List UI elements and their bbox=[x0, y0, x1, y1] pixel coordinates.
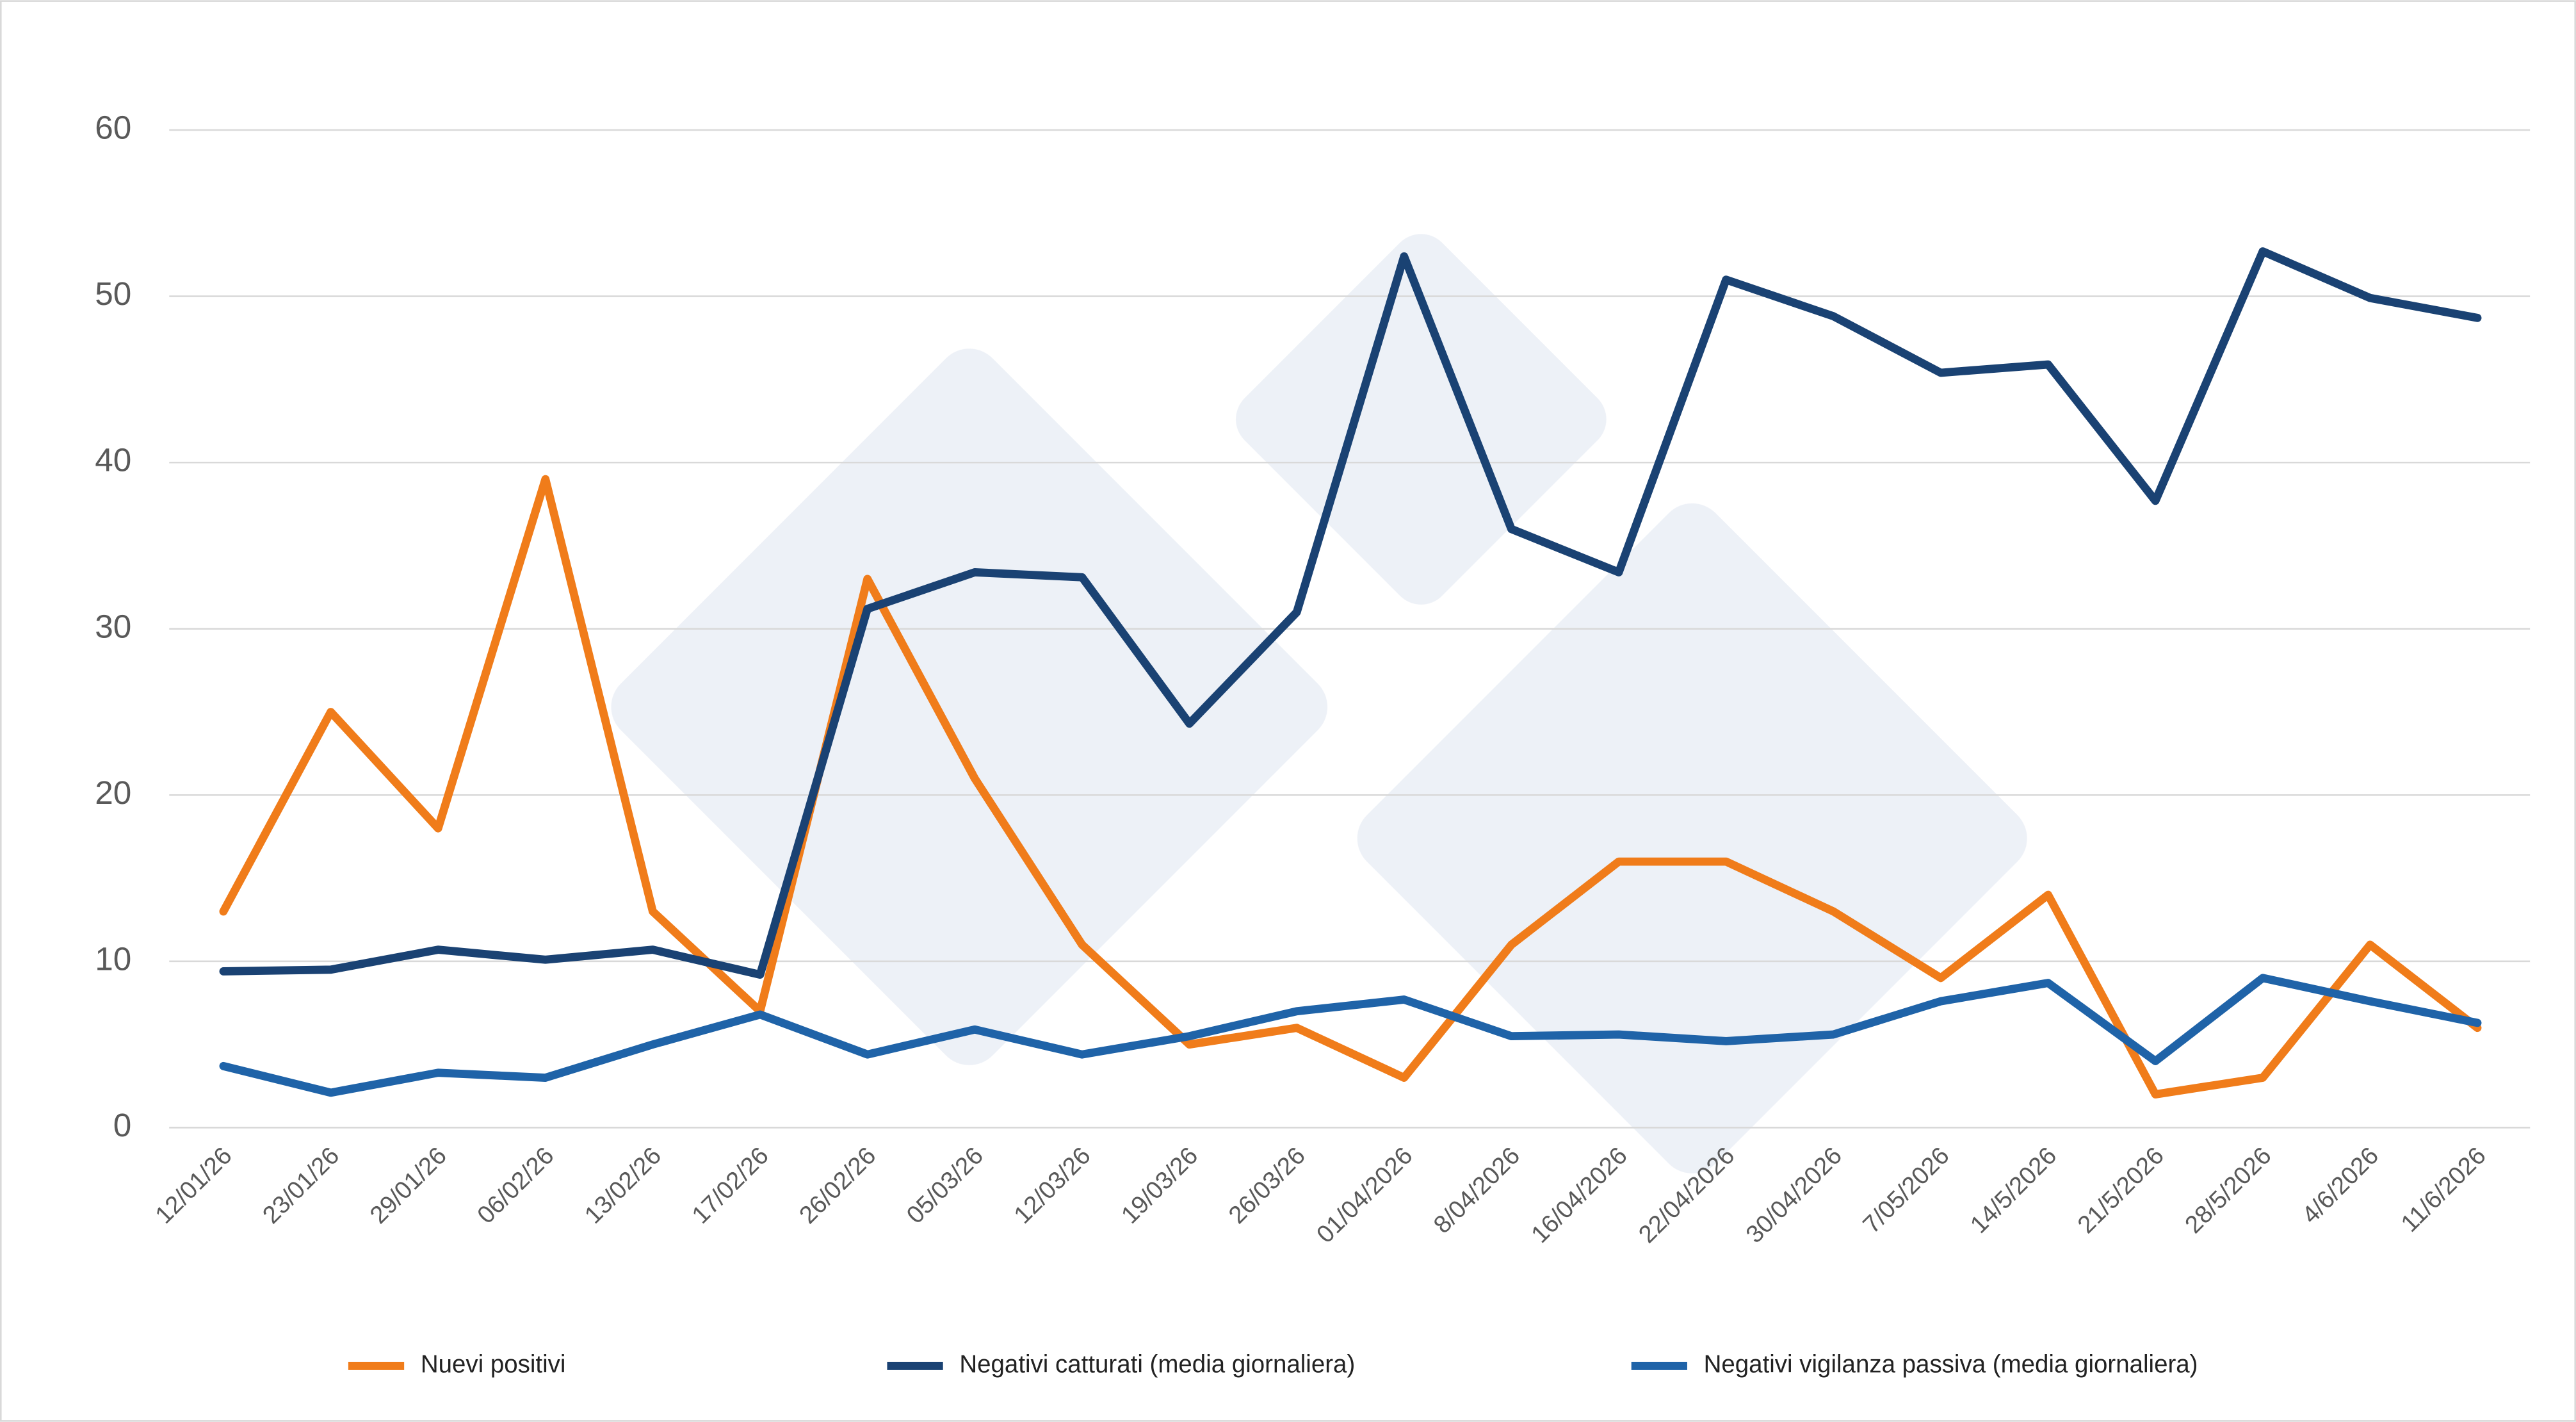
series-line bbox=[219, 974, 2482, 1097]
y-tick-label: 0 bbox=[113, 1107, 132, 1143]
legend-label: Negativi catturati (media giornaliera) bbox=[959, 1351, 1355, 1378]
series-line bbox=[219, 247, 2482, 979]
y-tick-label: 30 bbox=[95, 608, 131, 644]
legend-label: Nuevi positivi bbox=[421, 1351, 566, 1378]
legend-label: Negativi vigilanza passiva (media giorna… bbox=[1704, 1351, 2198, 1378]
series-line bbox=[219, 475, 2482, 1099]
y-tick-label: 60 bbox=[95, 110, 131, 146]
y-tick-label: 50 bbox=[95, 275, 131, 312]
y-tick-label: 40 bbox=[95, 442, 131, 478]
y-tick-label: 10 bbox=[95, 940, 131, 977]
y-tick-label: 20 bbox=[95, 774, 131, 811]
